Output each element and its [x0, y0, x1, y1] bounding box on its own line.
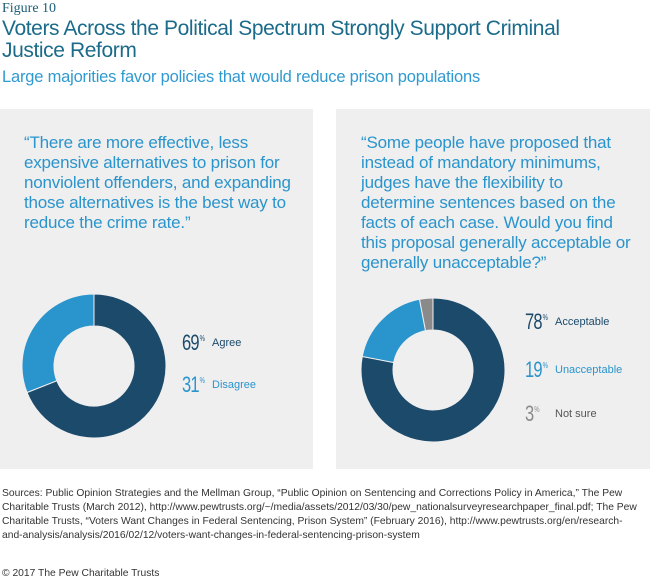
panel-mandatory-minimums: “Some people have proposed that instead … — [336, 109, 650, 469]
panel-sentencing-alternatives: “There are more effective, less expensiv… — [0, 109, 313, 469]
survey-quote: “There are more effective, less expensiv… — [24, 133, 291, 232]
legend-label: Disagree — [212, 379, 257, 391]
slice-agree — [26, 293, 167, 439]
legend-value: 78% — [525, 309, 548, 334]
donut-chart-agree-disagree — [21, 293, 167, 439]
slice-unacceptable — [361, 298, 427, 364]
legend-not-sure: 3% Not sure — [525, 401, 597, 427]
legend-agree: 69% Agree — [182, 330, 241, 356]
chart-title: Voters Across the Political Spectrum Str… — [2, 17, 560, 62]
figure-label: Figure 10 — [2, 1, 57, 16]
legend-unacceptable: 19% Unacceptable — [525, 357, 622, 383]
legend-value: 3% — [525, 401, 540, 426]
legend-value: 19% — [525, 357, 548, 382]
legend-value: 31% — [182, 372, 205, 397]
sources-note: Sources: Public Opinion Strategies and t… — [2, 488, 637, 541]
copyright: © 2017 The Pew Charitable Trusts — [2, 568, 160, 579]
survey-quote: “Some people have proposed that instead … — [361, 133, 631, 272]
legend-label: Unacceptable — [555, 364, 623, 376]
slice-disagree — [21, 293, 95, 394]
legend-acceptable: 78% Acceptable — [525, 309, 609, 335]
slice-acceptable — [360, 297, 506, 443]
legend-value: 69% — [182, 330, 205, 355]
legend-label: Acceptable — [555, 316, 610, 328]
legend-label: Not sure — [555, 408, 597, 420]
legend-label: Agree — [212, 337, 242, 349]
chart-subtitle: Large majorities favor policies that wou… — [2, 68, 481, 86]
legend-disagree: 31% Disagree — [182, 372, 256, 398]
donut-chart-acceptable-unacceptable — [360, 297, 506, 443]
slice-not-sure — [418, 297, 434, 332]
